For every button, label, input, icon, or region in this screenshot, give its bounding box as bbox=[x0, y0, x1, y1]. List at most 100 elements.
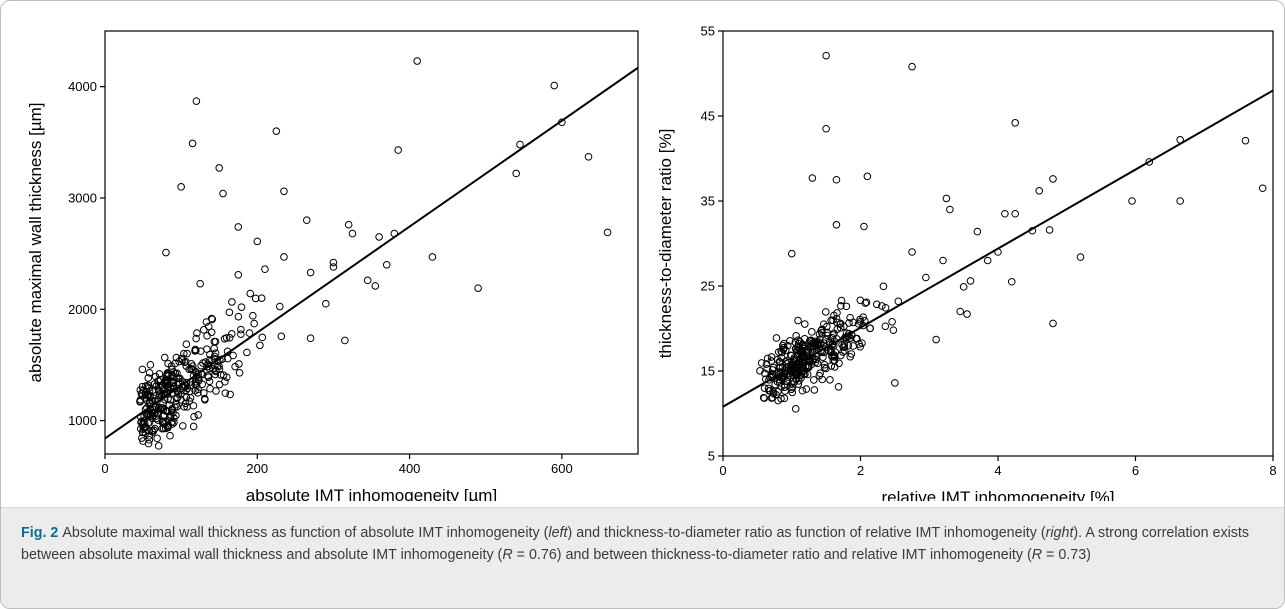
data-point bbox=[798, 366, 807, 374]
caption-text: Absolute maximal wall thickness as funct… bbox=[21, 525, 1249, 563]
data-points-group bbox=[136, 57, 612, 450]
data-point bbox=[822, 124, 830, 133]
data-point bbox=[1007, 277, 1016, 286]
data-point bbox=[186, 394, 195, 402]
data-point bbox=[189, 422, 198, 431]
data-point bbox=[854, 320, 863, 328]
data-point bbox=[856, 296, 865, 305]
caption-text-segment: ). A strong correlation exists between a… bbox=[21, 525, 1250, 563]
data-point bbox=[413, 57, 421, 65]
data-point bbox=[815, 335, 824, 344]
data-point bbox=[1258, 184, 1267, 193]
data-point bbox=[272, 127, 281, 135]
right-scatter-chart: 0 2 4 6 8 5 15 25 35 45 55 relative IMT inhomogenei… bbox=[656, 24, 1277, 508]
data-point bbox=[249, 311, 257, 320]
data-point bbox=[182, 340, 191, 349]
data-point bbox=[138, 365, 147, 374]
data-point bbox=[201, 396, 209, 404]
data-point bbox=[810, 386, 819, 394]
caption-text-segment: = 0.73) bbox=[1042, 547, 1091, 563]
data-point bbox=[783, 356, 792, 365]
data-point bbox=[956, 307, 964, 316]
data-point bbox=[203, 331, 211, 340]
data-point bbox=[836, 319, 845, 328]
data-point bbox=[329, 258, 338, 267]
data-point bbox=[221, 377, 229, 386]
data-point bbox=[363, 276, 372, 285]
data-point bbox=[853, 334, 861, 343]
x-tick-label: 400 bbox=[399, 461, 421, 476]
caption-italic-text: right bbox=[1045, 525, 1074, 541]
data-point bbox=[208, 315, 217, 324]
data-point bbox=[155, 370, 164, 378]
data-point bbox=[142, 382, 150, 390]
y-tick-label: 1000 bbox=[68, 413, 97, 428]
data-point bbox=[141, 389, 150, 397]
data-point bbox=[1049, 175, 1057, 183]
data-point bbox=[154, 416, 162, 424]
y-tick-label: 25 bbox=[701, 279, 715, 294]
data-point bbox=[159, 399, 167, 408]
regression-line bbox=[105, 66, 638, 440]
data-point bbox=[888, 317, 896, 326]
data-point bbox=[1128, 197, 1136, 205]
data-point bbox=[207, 314, 216, 323]
data-point bbox=[959, 283, 968, 291]
data-point bbox=[782, 367, 790, 375]
data-point bbox=[550, 81, 559, 90]
data-point bbox=[781, 387, 789, 395]
data-point bbox=[794, 339, 803, 348]
data-point bbox=[253, 237, 262, 246]
data-point bbox=[220, 335, 229, 343]
data-point bbox=[942, 194, 951, 203]
data-point bbox=[811, 341, 820, 350]
y-axis-label: thickness-to-diameter ratio [%] bbox=[656, 129, 675, 359]
y-tick-label: 3000 bbox=[68, 190, 97, 205]
caption-italic-text: R bbox=[1031, 547, 1043, 563]
data-point bbox=[827, 348, 836, 357]
plot-area-frame bbox=[104, 30, 639, 455]
data-point bbox=[155, 381, 163, 390]
data-point bbox=[966, 277, 975, 285]
data-point bbox=[818, 375, 827, 384]
x-axis-label: absolute IMT inhomogeneity [µm] bbox=[246, 486, 497, 501]
data-point bbox=[235, 360, 243, 368]
data-point bbox=[856, 342, 865, 351]
data-point bbox=[277, 332, 286, 341]
data-point bbox=[862, 298, 871, 307]
data-point bbox=[783, 341, 792, 350]
data-point bbox=[815, 330, 824, 338]
y-tick-label: 45 bbox=[701, 109, 715, 124]
data-point bbox=[787, 249, 796, 258]
data-point bbox=[226, 390, 234, 399]
data-point bbox=[801, 344, 810, 352]
data-point bbox=[227, 330, 236, 338]
data-point bbox=[859, 313, 867, 321]
data-point bbox=[192, 97, 201, 105]
data-point bbox=[792, 375, 801, 383]
data-point bbox=[788, 388, 797, 397]
data-point bbox=[177, 354, 186, 363]
data-point bbox=[826, 376, 834, 384]
data-point bbox=[280, 253, 288, 261]
data-point bbox=[258, 333, 267, 342]
data-point bbox=[840, 340, 849, 348]
data-point bbox=[250, 319, 258, 328]
data-point bbox=[908, 248, 916, 256]
data-point bbox=[783, 360, 791, 368]
data-point bbox=[821, 308, 830, 316]
x-tick-label: 0 bbox=[101, 461, 108, 476]
data-point bbox=[183, 403, 191, 411]
data-point bbox=[881, 322, 890, 331]
data-point bbox=[196, 347, 205, 355]
data-point bbox=[775, 375, 784, 384]
data-point bbox=[275, 302, 284, 311]
data-point bbox=[191, 345, 200, 354]
data-point bbox=[211, 349, 220, 357]
data-point bbox=[804, 361, 813, 370]
data-point bbox=[144, 410, 153, 418]
data-point bbox=[800, 320, 809, 328]
data-point bbox=[167, 406, 176, 414]
data-point bbox=[163, 369, 172, 377]
data-point bbox=[237, 303, 246, 311]
